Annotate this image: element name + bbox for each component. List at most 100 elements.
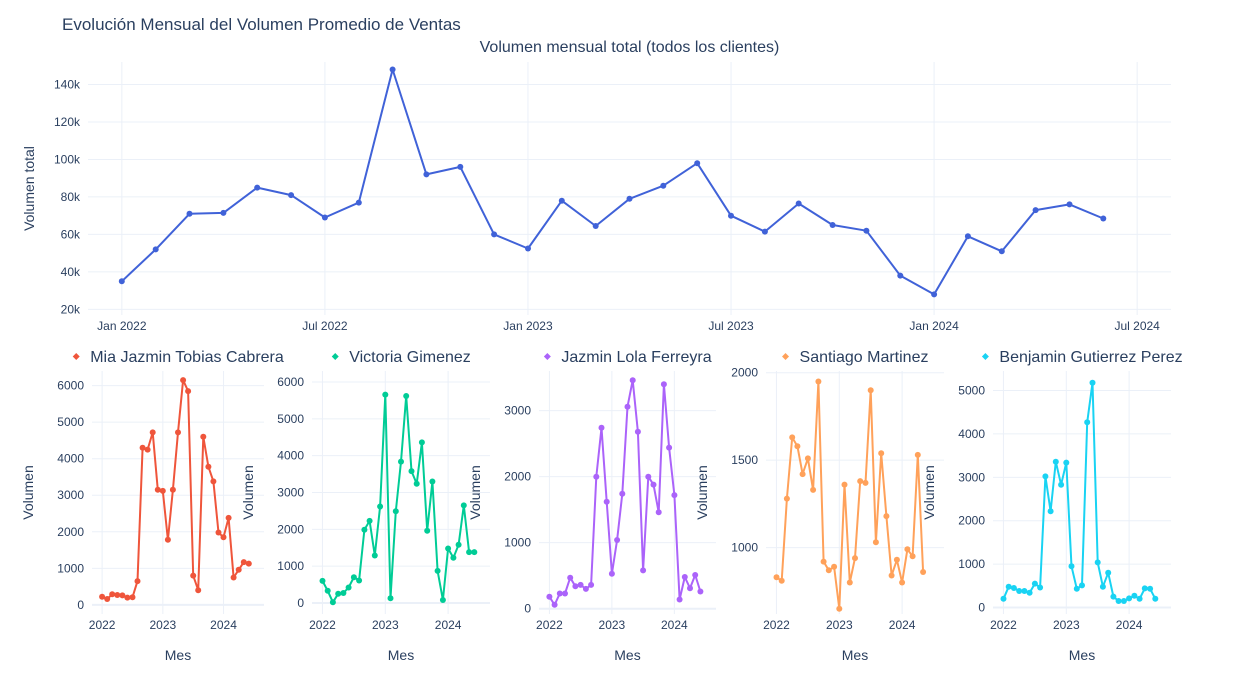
- data-point[interactable]: [335, 590, 342, 597]
- data-point[interactable]: [225, 514, 232, 521]
- data-point[interactable]: [319, 577, 326, 584]
- data-point[interactable]: [867, 387, 874, 394]
- data-point[interactable]: [434, 567, 441, 574]
- data-point[interactable]: [104, 596, 111, 602]
- data-point[interactable]: [1000, 595, 1007, 602]
- data-point[interactable]: [210, 478, 217, 485]
- data-point[interactable]: [795, 200, 802, 207]
- legend-entry[interactable]: Jazmin Lola Ferreyra: [543, 349, 712, 366]
- data-point[interactable]: [852, 555, 858, 562]
- data-point[interactable]: [888, 572, 895, 579]
- data-point[interactable]: [1032, 207, 1039, 214]
- data-point[interactable]: [186, 210, 193, 217]
- data-point[interactable]: [230, 574, 237, 581]
- data-point[interactable]: [1105, 569, 1112, 576]
- data-point[interactable]: [180, 377, 187, 384]
- data-point[interactable]: [593, 473, 600, 480]
- data-point[interactable]: [815, 378, 822, 385]
- data-point[interactable]: [118, 278, 125, 285]
- data-point[interactable]: [799, 471, 806, 478]
- data-point[interactable]: [783, 495, 790, 502]
- data-point[interactable]: [1089, 379, 1096, 386]
- data-point[interactable]: [1099, 583, 1106, 590]
- data-point[interactable]: [1042, 473, 1049, 480]
- data-point[interactable]: [144, 446, 151, 453]
- data-point[interactable]: [862, 479, 869, 486]
- data-point[interactable]: [169, 486, 176, 493]
- data-point[interactable]: [582, 585, 589, 592]
- legend-entry[interactable]: Santiago Martinez: [782, 349, 928, 366]
- data-point[interactable]: [1084, 419, 1091, 426]
- data-point[interactable]: [558, 197, 565, 204]
- data-point[interactable]: [321, 214, 328, 221]
- data-point[interactable]: [1073, 585, 1080, 592]
- data-point[interactable]: [904, 546, 911, 553]
- data-point[interactable]: [614, 537, 621, 543]
- data-point[interactable]: [205, 463, 212, 470]
- data-point[interactable]: [964, 233, 971, 240]
- data-point[interactable]: [129, 594, 136, 601]
- data-point[interactable]: [525, 245, 531, 252]
- data-point[interactable]: [626, 195, 633, 202]
- data-point[interactable]: [240, 559, 247, 566]
- data-point[interactable]: [154, 486, 161, 493]
- data-point[interactable]: [215, 529, 222, 536]
- data-point[interactable]: [1063, 459, 1070, 466]
- data-point[interactable]: [931, 291, 938, 298]
- data-point[interactable]: [1010, 585, 1017, 591]
- data-point[interactable]: [660, 381, 667, 388]
- data-point[interactable]: [439, 597, 446, 603]
- data-point[interactable]: [190, 572, 197, 579]
- data-point[interactable]: [164, 536, 171, 543]
- data-point[interactable]: [603, 498, 610, 505]
- data-point[interactable]: [254, 184, 261, 191]
- data-point[interactable]: [466, 549, 473, 556]
- data-point[interactable]: [1110, 593, 1117, 600]
- data-point[interactable]: [455, 541, 462, 548]
- data-point[interactable]: [159, 487, 166, 494]
- data-point[interactable]: [551, 601, 558, 608]
- data-point[interactable]: [897, 272, 904, 279]
- data-point[interactable]: [556, 590, 563, 597]
- data-point[interactable]: [450, 554, 457, 561]
- data-point[interactable]: [810, 486, 817, 493]
- data-point[interactable]: [398, 458, 404, 465]
- data-point[interactable]: [1021, 588, 1028, 594]
- data-point[interactable]: [676, 596, 683, 603]
- data-point[interactable]: [598, 424, 605, 431]
- data-point[interactable]: [1147, 585, 1154, 592]
- data-point[interactable]: [794, 443, 801, 450]
- data-point[interactable]: [692, 572, 699, 578]
- data-point[interactable]: [836, 605, 843, 612]
- data-point[interactable]: [893, 556, 900, 563]
- data-point[interactable]: [671, 492, 678, 499]
- data-point[interactable]: [288, 192, 295, 199]
- data-point[interactable]: [804, 455, 811, 462]
- data-point[interactable]: [340, 590, 347, 596]
- data-point[interactable]: [825, 567, 832, 574]
- data-point[interactable]: [1115, 598, 1122, 604]
- data-point[interactable]: [1120, 598, 1127, 604]
- data-point[interactable]: [345, 584, 352, 591]
- data-point[interactable]: [1037, 584, 1044, 591]
- data-point[interactable]: [878, 450, 885, 457]
- data-point[interactable]: [200, 433, 207, 440]
- data-point[interactable]: [629, 377, 636, 384]
- data-point[interactable]: [1094, 559, 1101, 566]
- data-point[interactable]: [329, 599, 336, 606]
- data-point[interactable]: [778, 577, 785, 584]
- data-point[interactable]: [1066, 201, 1073, 208]
- data-point[interactable]: [408, 468, 415, 475]
- data-point[interactable]: [857, 478, 864, 485]
- data-point[interactable]: [418, 439, 425, 446]
- data-point[interactable]: [660, 182, 667, 189]
- data-point[interactable]: [1100, 215, 1107, 222]
- data-point[interactable]: [99, 593, 106, 600]
- data-point[interactable]: [152, 246, 159, 253]
- data-point[interactable]: [445, 545, 452, 552]
- data-point[interactable]: [1068, 563, 1075, 570]
- data-point[interactable]: [820, 558, 827, 565]
- data-point[interactable]: [694, 160, 701, 167]
- data-point[interactable]: [403, 393, 410, 399]
- data-point[interactable]: [460, 502, 467, 509]
